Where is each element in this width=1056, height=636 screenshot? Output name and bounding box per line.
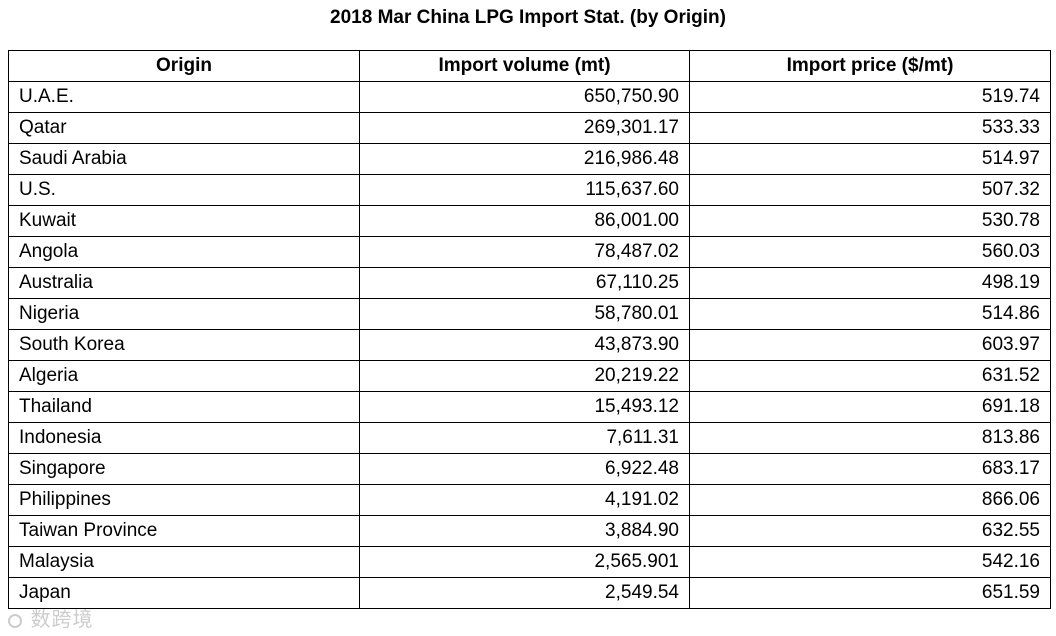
cell-volume: 115,637.60 bbox=[359, 174, 690, 206]
cell-price: 560.03 bbox=[689, 236, 1051, 268]
table-row: Kuwait 86,001.00 530.78 bbox=[8, 205, 1051, 237]
cell-volume: 650,750.90 bbox=[359, 81, 690, 113]
cell-volume: 15,493.12 bbox=[359, 391, 690, 423]
cell-origin: Angola bbox=[8, 236, 360, 268]
cell-volume: 7,611.31 bbox=[359, 422, 690, 454]
cell-price: 533.33 bbox=[689, 112, 1051, 144]
cell-origin: Taiwan Province bbox=[8, 515, 360, 547]
table-row: Algeria 20,219.22 631.52 bbox=[8, 360, 1051, 392]
cell-price: 514.97 bbox=[689, 143, 1051, 175]
cell-volume: 67,110.25 bbox=[359, 267, 690, 299]
column-header-price: Import price ($/mt) bbox=[689, 50, 1051, 82]
cell-volume: 20,219.22 bbox=[359, 360, 690, 392]
table-row: Taiwan Province 3,884.90 632.55 bbox=[8, 515, 1051, 547]
page-title: 2018 Mar China LPG Import Stat. (by Orig… bbox=[330, 7, 726, 28]
table-row: Thailand 15,493.12 691.18 bbox=[8, 391, 1051, 423]
cell-volume: 3,884.90 bbox=[359, 515, 690, 547]
column-header-volume: Import volume (mt) bbox=[359, 50, 690, 82]
cell-origin: U.A.E. bbox=[8, 81, 360, 113]
cell-origin: Australia bbox=[8, 267, 360, 299]
cell-origin: Algeria bbox=[8, 360, 360, 392]
table-row: Angola 78,487.02 560.03 bbox=[8, 236, 1051, 268]
table-row: Nigeria 58,780.01 514.86 bbox=[8, 298, 1051, 330]
table-row: Philippines 4,191.02 866.06 bbox=[8, 484, 1051, 516]
cell-origin: Kuwait bbox=[8, 205, 360, 237]
cell-volume: 4,191.02 bbox=[359, 484, 690, 516]
cell-origin: South Korea bbox=[8, 329, 360, 361]
watermark-text: 数跨境 bbox=[30, 609, 94, 631]
table-row: Indonesia 7,611.31 813.86 bbox=[8, 422, 1051, 454]
cell-origin: Philippines bbox=[8, 484, 360, 516]
table-row: U.S. 115,637.60 507.32 bbox=[8, 174, 1051, 206]
column-header-origin: Origin bbox=[8, 50, 360, 82]
watermark-logo-icon bbox=[8, 613, 22, 628]
cell-origin: Thailand bbox=[8, 391, 360, 423]
cell-price: 542.16 bbox=[689, 546, 1051, 578]
cell-price: 683.17 bbox=[689, 453, 1051, 485]
cell-volume: 2,565.901 bbox=[359, 546, 690, 578]
cell-price: 866.06 bbox=[689, 484, 1051, 516]
cell-origin: Nigeria bbox=[8, 298, 360, 330]
watermark: 数跨境 bbox=[8, 603, 94, 632]
cell-volume: 43,873.90 bbox=[359, 329, 690, 361]
cell-price: 603.97 bbox=[689, 329, 1051, 361]
cell-origin: Saudi Arabia bbox=[8, 143, 360, 175]
cell-price: 691.18 bbox=[689, 391, 1051, 423]
table-row: U.A.E. 650,750.90 519.74 bbox=[8, 81, 1051, 113]
cell-volume: 78,487.02 bbox=[359, 236, 690, 268]
cell-origin: Qatar bbox=[8, 112, 360, 144]
cell-origin: Malaysia bbox=[8, 546, 360, 578]
table-row: Japan 2,549.54 651.59 bbox=[8, 577, 1051, 609]
cell-volume: 58,780.01 bbox=[359, 298, 690, 330]
table-row: South Korea 43,873.90 603.97 bbox=[8, 329, 1051, 361]
cell-volume: 6,922.48 bbox=[359, 453, 690, 485]
table-row: Malaysia 2,565.901 542.16 bbox=[8, 546, 1051, 578]
table-row: Singapore 6,922.48 683.17 bbox=[8, 453, 1051, 485]
cell-price: 631.52 bbox=[689, 360, 1051, 392]
cell-origin: Japan bbox=[8, 577, 360, 609]
cell-price: 530.78 bbox=[689, 205, 1051, 237]
table-row: Australia 67,110.25 498.19 bbox=[8, 267, 1051, 299]
cell-volume: 86,001.00 bbox=[359, 205, 690, 237]
cell-volume: 2,549.54 bbox=[359, 577, 690, 609]
cell-price: 651.59 bbox=[689, 577, 1051, 609]
cell-price: 632.55 bbox=[689, 515, 1051, 547]
table-row: Saudi Arabia 216,986.48 514.97 bbox=[8, 143, 1051, 175]
cell-price: 514.86 bbox=[689, 298, 1051, 330]
cell-price: 507.32 bbox=[689, 174, 1051, 206]
cell-origin: Indonesia bbox=[8, 422, 360, 454]
table-row: Qatar 269,301.17 533.33 bbox=[8, 112, 1051, 144]
table-header-row: Origin Import volume (mt) Import price (… bbox=[8, 50, 1051, 82]
cell-origin: Singapore bbox=[8, 453, 360, 485]
cell-volume: 269,301.17 bbox=[359, 112, 690, 144]
cell-volume: 216,986.48 bbox=[359, 143, 690, 175]
cell-origin: U.S. bbox=[8, 174, 360, 206]
cell-price: 519.74 bbox=[689, 81, 1051, 113]
cell-price: 498.19 bbox=[689, 267, 1051, 299]
cell-price: 813.86 bbox=[689, 422, 1051, 454]
import-stats-table: Origin Import volume (mt) Import price (… bbox=[8, 50, 1051, 609]
